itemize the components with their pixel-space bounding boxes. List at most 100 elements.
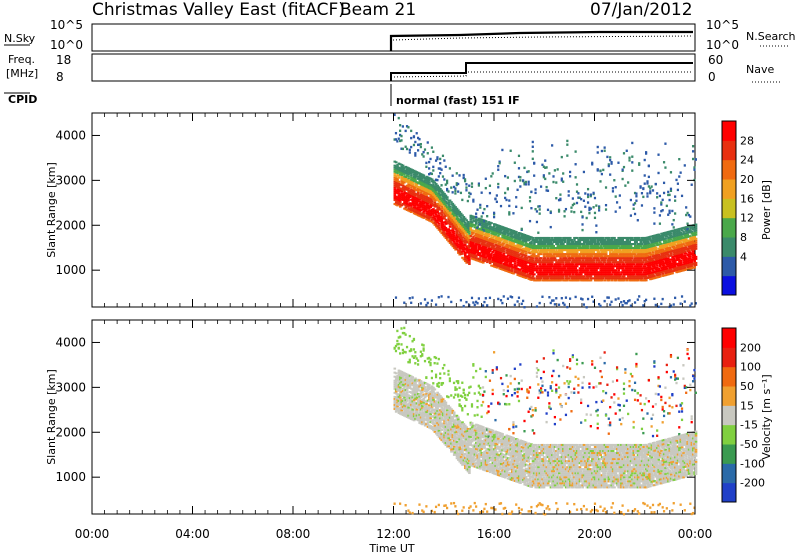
heatmap-cell	[671, 229, 674, 232]
heatmap-cell	[519, 240, 522, 243]
heatmap-cell	[624, 251, 627, 254]
heatmap-cell	[459, 216, 463, 219]
heatmap-cell	[522, 247, 525, 250]
heatmap-cell	[546, 275, 550, 278]
heatmap-cell	[490, 254, 493, 257]
heatmap-cell	[452, 216, 456, 219]
heatmap-cell	[436, 202, 439, 205]
heatmap-cell	[505, 267, 509, 270]
heatmap-cell	[574, 247, 578, 250]
heatmap-cell	[401, 383, 405, 386]
heatmap-cell	[497, 262, 500, 266]
heatmap-cell	[513, 230, 517, 233]
heatmap-cell	[614, 273, 618, 276]
heatmap-cell	[664, 257, 667, 260]
heatmap-cell	[396, 387, 399, 390]
heatmap-cell	[513, 264, 517, 267]
heatmap-cell	[691, 252, 695, 255]
heatmap-cell	[539, 245, 543, 248]
heatmap-cell	[657, 261, 661, 264]
heatmap-cell	[520, 263, 524, 266]
heatmap-cell	[430, 208, 434, 211]
heatmap-cell	[647, 276, 651, 279]
heatmap-cell	[405, 389, 409, 392]
heatmap-cell	[557, 251, 561, 254]
heatmap-cell	[401, 379, 405, 382]
heatmap-cell	[508, 258, 511, 261]
heatmap-cell	[510, 249, 514, 252]
heatmap-cell	[566, 273, 569, 276]
heatmap-cell	[415, 211, 419, 214]
heatmap-cell	[662, 242, 666, 245]
heatmap-cell	[678, 236, 681, 239]
heatmap-cell	[407, 207, 410, 210]
heatmap-cell	[394, 167, 398, 170]
heatmap-cell	[600, 269, 604, 272]
heatmap-cell	[423, 298, 427, 301]
heatmap-cell	[544, 245, 547, 248]
heatmap-cell	[676, 268, 680, 271]
heatmap-cell	[399, 390, 402, 393]
heatmap-cell	[559, 277, 562, 280]
heatmap-cell	[567, 190, 570, 193]
heatmap-cell	[399, 398, 402, 401]
heatmap-cell	[396, 343, 399, 346]
heatmap-cell	[581, 255, 585, 258]
heatmap-cell	[571, 273, 575, 276]
heatmap-cell	[599, 279, 602, 282]
heatmap-cell	[411, 201, 415, 204]
heatmap-cell	[469, 253, 473, 256]
heatmap-cell	[492, 239, 496, 242]
heatmap-cell	[441, 191, 445, 194]
heatmap-cell	[643, 267, 647, 270]
heatmap-cell	[458, 229, 462, 232]
heatmap-cell	[582, 261, 586, 264]
heatmap-cell	[495, 244, 499, 247]
heatmap-cell	[463, 223, 467, 226]
heatmap-cell	[443, 209, 446, 212]
heatmap-cell	[555, 271, 558, 274]
heatmap-cell	[533, 249, 536, 252]
heatmap-cell	[538, 273, 542, 276]
heatmap-cell	[664, 142, 667, 145]
heatmap-cell	[647, 274, 651, 277]
heatmap-cell	[661, 236, 665, 239]
heatmap-cell	[557, 267, 561, 270]
heatmap-cell	[421, 183, 424, 186]
heatmap-cell	[530, 246, 533, 249]
heatmap-cell	[578, 259, 582, 262]
heatmap-cell	[454, 224, 457, 227]
heatmap-cell	[462, 220, 466, 223]
heatmap-cell	[586, 201, 590, 204]
heatmap-cell	[676, 188, 679, 192]
heatmap-cell	[531, 273, 535, 276]
heatmap-cell	[520, 232, 524, 236]
heatmap-cell	[436, 186, 439, 189]
heatmap-cell	[542, 165, 545, 168]
heatmap-cell	[446, 238, 449, 241]
heatmap-cell	[497, 232, 500, 235]
heatmap-cell	[649, 245, 652, 248]
heatmap-cell	[455, 215, 459, 218]
heatmap-cell	[549, 238, 553, 241]
heatmap-cell	[646, 262, 649, 265]
heatmap-cell	[422, 216, 426, 219]
heatmap-cell	[584, 259, 587, 262]
heatmap-cell	[622, 253, 626, 256]
heatmap-cell	[407, 406, 410, 409]
heatmap-cell	[685, 240, 688, 243]
heatmap-cell	[586, 257, 590, 260]
heatmap-cell	[523, 233, 526, 237]
heatmap-cell	[566, 251, 569, 254]
heatmap-cell	[513, 303, 516, 307]
heatmap-cell	[545, 253, 549, 256]
heatmap-cell	[528, 237, 532, 240]
heatmap-cell	[551, 249, 554, 252]
heatmap-cell	[694, 158, 697, 161]
heatmap-cell	[520, 249, 524, 252]
heatmap-cell	[414, 196, 417, 199]
heatmap-cell	[621, 275, 625, 278]
heatmap-cell	[545, 166, 548, 169]
heatmap-cell	[439, 204, 442, 207]
heatmap-cell	[439, 200, 442, 203]
